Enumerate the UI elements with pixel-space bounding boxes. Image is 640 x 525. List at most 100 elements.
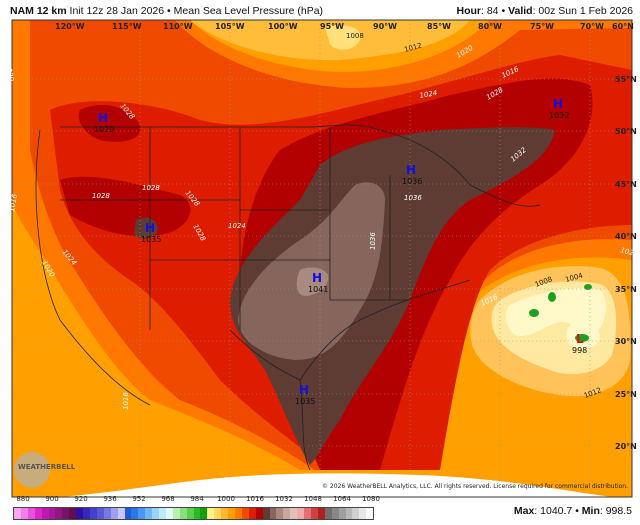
colorbar-swatch: [55, 508, 63, 519]
lon-label: 105°W: [215, 22, 245, 31]
high-marker: H: [406, 163, 416, 177]
contour-west-1028: [60, 105, 191, 237]
colorbar-swatch: [331, 508, 339, 519]
colorbar-swatch: [248, 508, 256, 519]
colorbar-swatch: [124, 508, 132, 519]
forecast-hour: 84: [486, 5, 499, 17]
high-value: 1036: [402, 177, 422, 186]
contour-top-1012: [325, 25, 361, 50]
colorbar-swatch: [186, 508, 194, 519]
init-time: Init 12z 28 Jan 2026: [69, 5, 165, 17]
atlantic-low-core: [529, 284, 592, 342]
colorbar-swatch: [117, 508, 125, 519]
high-marker: H: [98, 111, 108, 125]
atlantic-low-1000-1004: [505, 288, 607, 350]
colorbar-swatch: [48, 508, 56, 519]
high-value: 1041: [308, 285, 328, 294]
colorbar-swatch: [221, 508, 229, 519]
colorbar-swatch: [179, 508, 187, 519]
lon-label: 80°W: [478, 22, 502, 31]
model-name: NAM 12 km: [10, 5, 67, 17]
colorbar-swatch: [207, 508, 215, 519]
colorbar-swatch: [152, 508, 160, 519]
colorbar-swatch: [345, 508, 353, 519]
separator: •: [501, 5, 506, 17]
lon-label: 95°W: [320, 22, 344, 31]
separator: •: [167, 5, 171, 17]
colorbar-swatch: [131, 508, 139, 519]
latitude-labels: 55°N 50°N 45°N 40°N 35°N 30°N 25°N 20°N: [615, 75, 637, 451]
colorbar-tick-label: 1048: [304, 495, 322, 503]
hour-label: Hour: [456, 5, 482, 17]
separator: •: [575, 505, 579, 517]
lat-label: 45°N: [615, 180, 637, 189]
lon-label: 115°W: [112, 22, 142, 31]
max-value: 1040.7: [540, 505, 573, 517]
colorbar-swatch: [241, 508, 249, 519]
colorbar-swatch: [138, 508, 146, 519]
political-boundaries: [35, 124, 541, 471]
contour-label: 1016: [8, 193, 19, 212]
colorbar-tick-label: 1064: [333, 495, 351, 503]
lon-label: 85°W: [427, 22, 451, 31]
lat-label: 20°N: [615, 442, 637, 451]
colorbar-swatch: [200, 508, 208, 519]
colorbar-swatch: [27, 508, 35, 519]
valid-time-info: Hour: 84 • Valid: 00z Sun 1 Feb 2026: [456, 5, 634, 17]
lat-label: 55°N: [615, 75, 637, 84]
colorbar-swatch: [324, 508, 332, 519]
max-label: Max: [513, 505, 535, 517]
longitude-labels: 120°W 115°W 110°W 105°W 100°W 95°W 90°W …: [55, 22, 634, 31]
high-value: 1035: [295, 397, 315, 406]
product-name: Mean Sea Level Pressure (hPa): [173, 5, 324, 17]
colorbar-swatch: [103, 508, 111, 519]
contour-label: 1008: [346, 32, 364, 40]
colorbar-swatch: [110, 508, 118, 519]
lat-label: 25°N: [615, 390, 637, 399]
lon-label: 110°W: [163, 22, 193, 31]
colorbar-swatch: [193, 508, 201, 519]
valid-label: Valid: [508, 5, 533, 17]
high-marker: H: [299, 383, 309, 397]
colorbar-swatch: [145, 508, 153, 519]
colorbar-swatch: [235, 508, 242, 519]
colorbar-swatch: [359, 508, 367, 519]
lat-label: 50°N: [615, 127, 637, 136]
chart-title: NAM 12 km Init 12z 28 Jan 2026 • Mean Se…: [10, 5, 323, 17]
contour-1032-1036: [230, 127, 555, 465]
colorbar-tick-label: 936: [103, 495, 117, 503]
colorbar-swatch: [317, 508, 325, 519]
colorbar-tick-labels: 880 900 920 936 952 968 984 1000 1016 1032 1048 106…: [0, 495, 400, 505]
high-value: 1035: [141, 235, 161, 244]
colorbar-swatch: [276, 508, 284, 519]
colorbar-tick-label: 1016: [246, 495, 264, 503]
min-value: 998.5: [605, 505, 632, 517]
low-value: 998: [572, 346, 587, 355]
contour-label: 1028: [142, 184, 160, 192]
colorbar-tick-label: 880: [16, 495, 30, 503]
colorbar-swatch: [228, 508, 235, 519]
colorbar-tick-label: 952: [132, 495, 146, 503]
colorbar-swatch: [310, 508, 318, 519]
colorbar-swatch: [262, 508, 270, 519]
lon-label: 90°W: [373, 22, 397, 31]
colorbar-tick-label: 1080: [362, 495, 380, 503]
colorbar-tick-label: 920: [74, 495, 88, 503]
high-marker: H: [312, 271, 322, 285]
colorbar-swatch: [34, 508, 42, 519]
high-marker: H: [145, 221, 155, 235]
max-min-stats: Max: 1040.7 • Min: 998.5: [513, 505, 632, 517]
high-marker: H: [553, 97, 563, 111]
contour-label: 1016: [122, 392, 130, 410]
colorbar-tick-label: 984: [190, 495, 204, 503]
colorbar-swatch: [290, 508, 298, 519]
colorbar-swatch: [165, 508, 173, 519]
min-label: Min: [581, 505, 600, 517]
colorbar-tick-label: 968: [161, 495, 175, 503]
low-marker: L: [576, 332, 584, 346]
lat-label: 40°N: [615, 232, 637, 241]
colorbar-swatch: [304, 508, 311, 519]
